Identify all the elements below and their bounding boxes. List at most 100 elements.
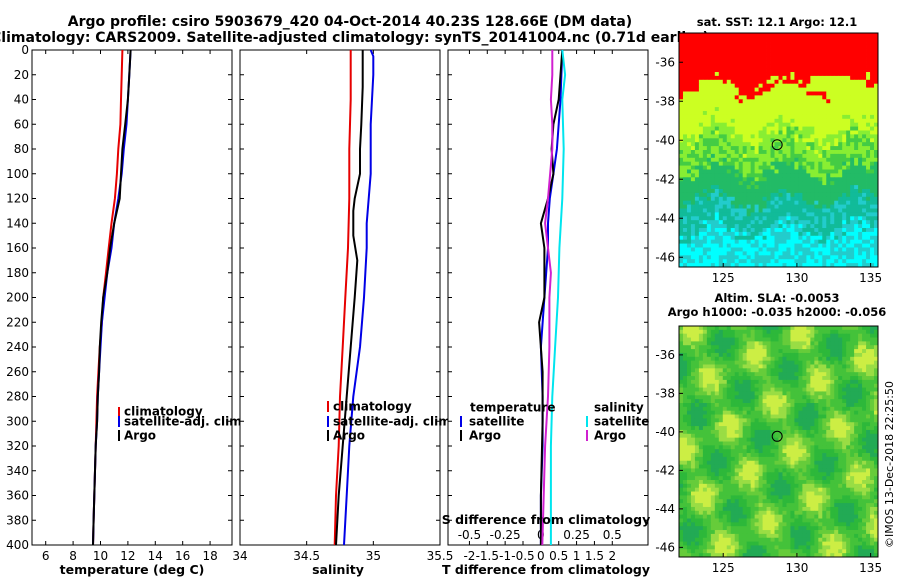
heatmap-cell [762, 337, 767, 342]
heatmap-cell [722, 239, 728, 244]
heatmap-cell [694, 376, 700, 381]
heatmap-cell [838, 372, 843, 377]
salinity-series [333, 49, 375, 546]
heatmap-cell [758, 173, 763, 178]
heatmap-cell [838, 426, 843, 431]
heatmap-cell [846, 75, 851, 81]
s-difference-x-label: S difference from climatology [442, 512, 651, 527]
heatmap-cell [778, 126, 783, 131]
heatmap-cell [818, 235, 823, 241]
heatmap-cell [766, 68, 771, 73]
heatmap-cell [682, 79, 688, 85]
heatmap-cell [818, 395, 823, 400]
heatmap-cell [758, 99, 763, 104]
heatmap-cell [786, 99, 791, 104]
heatmap-cell [790, 122, 795, 127]
heatmap-cell [726, 422, 732, 427]
heatmap-cell [718, 337, 724, 342]
heatmap-cell [710, 44, 716, 49]
heatmap-cell [874, 200, 879, 205]
heatmap-cell [762, 403, 767, 408]
heatmap-cell [814, 103, 819, 108]
heatmap-cell [782, 216, 787, 221]
heatmap-cell [806, 414, 811, 419]
heatmap-cell [726, 196, 732, 202]
heatmap-cell [686, 383, 692, 388]
heatmap-cell [870, 414, 875, 419]
heatmap-cell [798, 200, 803, 205]
heatmap-cell [726, 40, 732, 46]
legend-argo: Argo [333, 429, 365, 443]
heatmap-cell [806, 441, 811, 446]
heatmap-cell [750, 189, 756, 194]
heatmap-cell [714, 224, 720, 229]
heatmap-cell [822, 150, 827, 155]
heatmap-cell [762, 79, 767, 85]
heatmap-cell [786, 403, 791, 408]
heatmap-cell [850, 130, 855, 135]
heatmap-cell [770, 352, 775, 358]
heatmap-cell [714, 349, 720, 354]
heatmap-cell [854, 138, 859, 143]
heatmap-cell [846, 231, 851, 237]
heatmap-cell [802, 216, 807, 221]
heatmap-cell [714, 449, 720, 454]
heatmap-cell [798, 329, 803, 335]
heatmap-cell [786, 349, 791, 354]
heatmap-cell [866, 433, 871, 439]
heatmap-cell [830, 72, 835, 77]
heatmap-cell [762, 95, 767, 100]
heatmap-cell [862, 99, 867, 104]
heatmap-cell [762, 169, 767, 174]
heatmap-cell [762, 103, 767, 108]
heatmap-cell [874, 399, 879, 404]
heatmap-cell [694, 48, 700, 53]
heatmap-cell [714, 169, 720, 174]
heatmap-cell [766, 239, 771, 244]
heatmap-cell [874, 263, 879, 268]
heatmap-cell [834, 220, 839, 225]
heatmap-cell [806, 399, 811, 404]
heatmap-cell [774, 263, 779, 268]
heatmap-cell [818, 220, 823, 225]
heatmap-cell [686, 192, 692, 198]
heatmap-cell [810, 383, 815, 388]
heatmap-cell [682, 352, 688, 358]
heatmap-cell [726, 263, 732, 268]
heatmap-cell [862, 72, 867, 77]
heatmap-cell [874, 329, 879, 335]
heatmap-cell [722, 161, 728, 166]
heatmap-cell [786, 40, 791, 46]
heatmap-cell [750, 433, 756, 439]
heatmap-cell [826, 326, 831, 331]
heatmap-cell [722, 107, 728, 112]
heatmap-cell [718, 95, 724, 100]
heatmap-cell [762, 204, 767, 209]
heatmap-cell [786, 185, 791, 190]
heatmap-cell [686, 212, 692, 217]
heatmap-cell [870, 48, 875, 53]
heatmap-cell [846, 189, 851, 194]
heatmap-cell [874, 239, 879, 244]
heatmap-cell [838, 72, 843, 77]
heatmap-cell [810, 337, 815, 342]
heatmap-cell [679, 173, 684, 178]
heatmap-cell [802, 185, 807, 190]
heatmap-cell [770, 445, 775, 450]
heatmap-cell [706, 138, 712, 143]
heatmap-cell [690, 103, 696, 108]
heatmap-cell [834, 349, 839, 354]
heatmap-cell [758, 146, 763, 151]
heatmap-cell [854, 189, 859, 194]
heatmap-cell [846, 352, 851, 358]
heatmap-cell [782, 418, 787, 423]
heatmap-cell [826, 196, 831, 202]
heatmap-cell [794, 146, 799, 151]
heatmap-cell [682, 383, 688, 388]
heatmap-cell [842, 418, 847, 423]
heatmap-cell [706, 349, 712, 354]
heatmap-cell [830, 228, 835, 233]
heatmap-cell [798, 224, 803, 229]
heatmap-cell [754, 181, 759, 186]
heatmap-cell [794, 142, 799, 147]
